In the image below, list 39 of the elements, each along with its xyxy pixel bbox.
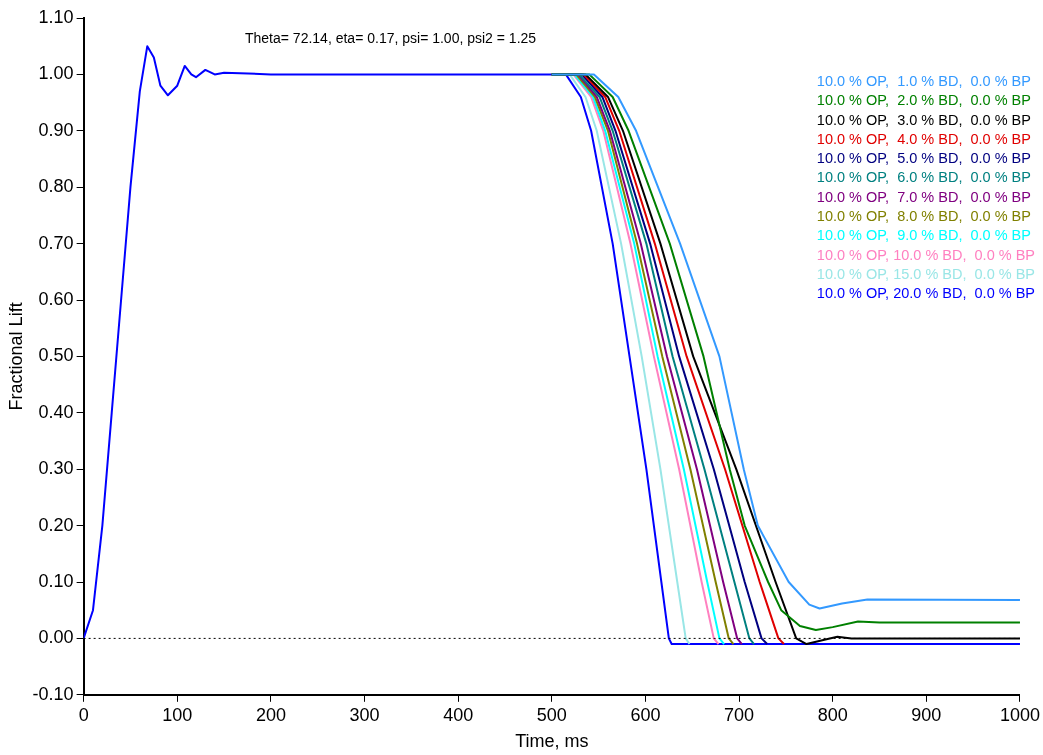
x-tick-label: 900 bbox=[911, 704, 942, 725]
text: 10.0 % OP, 10.0 % BD, 0.0 % BP bbox=[816, 245, 1035, 265]
x-tick-label: 500 bbox=[536, 704, 567, 725]
text: 10.0 % OP, 15.0 % BD, 0.0 % BP bbox=[816, 264, 1035, 284]
y-tick-label: 0.60 bbox=[38, 288, 74, 309]
x-tick-label: 200 bbox=[255, 704, 286, 725]
y-tick-label: 0.70 bbox=[38, 232, 74, 253]
text: 10.0 % OP, 8.0 % BD, 0.0 % BP bbox=[816, 207, 1032, 227]
y-tick-label: 0.40 bbox=[38, 401, 74, 422]
y-tick-label: 1.10 bbox=[38, 6, 74, 27]
x-tick-label: 0 bbox=[78, 704, 89, 725]
text: 10.0 % OP, 3.0 % BD, 0.0 % BP bbox=[816, 110, 1032, 130]
y-tick-label: 1.00 bbox=[38, 63, 74, 84]
y-tick-label: 0.20 bbox=[38, 514, 74, 535]
annotation: Theta= 72.14, eta= 0.17, psi= 1.00, psi2 = 1.25 bbox=[245, 30, 537, 46]
text: 10.0 % OP, 9.0 % BD, 0.0 % BP bbox=[816, 226, 1032, 246]
text: 10.0 % OP, 7.0 % BD, 0.0 % BP bbox=[816, 187, 1032, 207]
x-tick-label: 700 bbox=[724, 704, 755, 725]
y-tick-label: 0.50 bbox=[38, 345, 74, 366]
y-tick-label: 0.80 bbox=[38, 176, 74, 197]
text: 10.0 % OP, 4.0 % BD, 0.0 % BP bbox=[816, 129, 1032, 149]
text: 10.0 % OP, 2.0 % BD, 0.0 % BP bbox=[816, 91, 1032, 111]
y-axis-title: Fractional Lift bbox=[5, 302, 26, 411]
y-tick-label: 0.90 bbox=[38, 119, 74, 140]
x-tick-label: 400 bbox=[443, 704, 474, 725]
y-tick-label: 0.30 bbox=[38, 458, 74, 479]
x-tick-label: 100 bbox=[162, 704, 193, 725]
text: 10.0 % OP, 6.0 % BD, 0.0 % BP bbox=[816, 168, 1032, 188]
x-tick-label: 1000 bbox=[999, 704, 1040, 725]
x-tick-label: 300 bbox=[349, 704, 380, 725]
x-tick-label: 600 bbox=[630, 704, 661, 725]
text: 10.0 % OP, 1.0 % BD, 0.0 % BP bbox=[816, 72, 1032, 91]
y-tick-label: 0.00 bbox=[38, 627, 74, 648]
y-tick-label: -0.10 bbox=[32, 683, 74, 704]
y-tick-label: 0.10 bbox=[38, 570, 74, 591]
text: 10.0 % OP, 5.0 % BD, 0.0 % BP bbox=[816, 149, 1032, 169]
text: 10.0 % OP, 20.0 % BD, 0.0 % BP bbox=[816, 284, 1035, 304]
x-tick-label: 800 bbox=[817, 704, 848, 725]
x-axis-title: Time, ms bbox=[515, 731, 589, 752]
